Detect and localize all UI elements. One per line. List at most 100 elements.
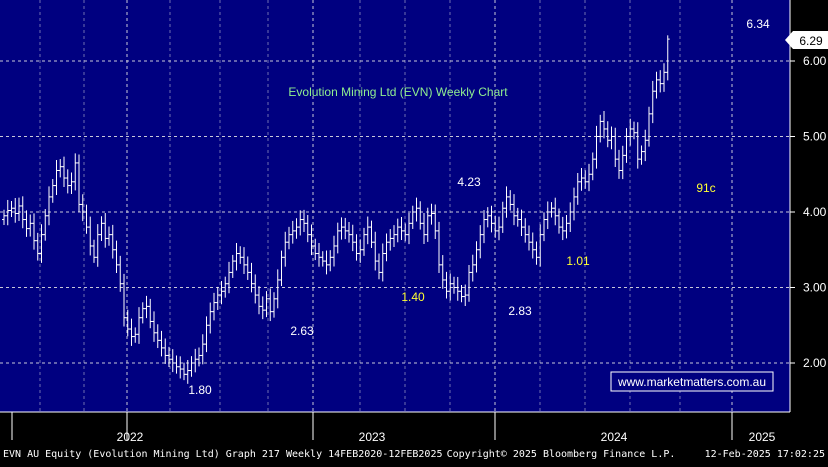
price-bar	[632, 121, 636, 140]
price-bar	[410, 205, 415, 229]
annotation-label: 6.34	[746, 17, 770, 31]
price-bar	[200, 334, 205, 365]
price-bar	[227, 261, 231, 294]
price-bar	[234, 243, 239, 271]
price-bar	[665, 35, 670, 81]
price-bar	[39, 224, 44, 263]
price-bar	[534, 241, 539, 265]
y-axis: 2.00 3.00 4.00 5.00 6.00	[789, 0, 827, 412]
price-bar	[9, 201, 14, 217]
price-bar	[617, 149, 621, 179]
price-bar	[170, 349, 175, 373]
price-bar	[572, 187, 576, 221]
price-bar	[437, 221, 441, 273]
price-bar	[148, 298, 153, 329]
price-bar	[189, 356, 194, 377]
price-bar	[320, 251, 325, 267]
y-tick-label: 3.00	[803, 281, 827, 295]
x-tick-label: 2024	[601, 430, 628, 444]
price-bar	[628, 118, 633, 146]
price-bar	[305, 214, 310, 243]
price-bar	[583, 170, 588, 189]
footer-axis-background	[0, 412, 828, 462]
price-bar	[527, 225, 531, 251]
price-bar	[575, 173, 580, 205]
price-bar	[144, 295, 149, 319]
price-bar	[73, 153, 78, 191]
footer-center: Copyright© 2025 Bloomberg Finance L.P.	[447, 449, 676, 460]
price-bar	[110, 224, 115, 259]
price-bar	[463, 284, 468, 307]
price-bar	[455, 276, 460, 301]
last-price-label: 6.29	[799, 34, 823, 48]
price-bar	[448, 273, 453, 301]
price-bar	[620, 145, 625, 180]
annotation-label: 1.01	[566, 254, 590, 268]
price-bar	[309, 224, 314, 256]
price-bar	[257, 286, 261, 315]
price-bar	[347, 221, 351, 243]
price-bar	[557, 208, 561, 234]
price-bar	[380, 243, 385, 282]
price-bar	[275, 269, 280, 309]
price-bar	[268, 288, 273, 322]
price-bar	[208, 302, 213, 334]
price-bar	[174, 355, 179, 374]
price-bar	[407, 212, 411, 245]
last-price-tag-shape	[785, 31, 828, 49]
price-bar	[482, 210, 486, 244]
price-bar	[515, 207, 520, 227]
price-bar	[290, 220, 295, 244]
price-bar	[369, 220, 374, 249]
price-bar	[58, 159, 63, 178]
price-bar	[399, 216, 404, 240]
price-bar	[182, 362, 186, 381]
price-bar	[298, 210, 303, 236]
price-bar	[2, 209, 6, 225]
annotation-label: 91c	[696, 181, 715, 195]
price-bar	[24, 210, 29, 237]
price-bar	[358, 239, 363, 263]
price-bar	[204, 316, 209, 353]
footer-right: 12-Feb-2025 17:02:25	[705, 449, 825, 460]
axis-background	[790, 0, 828, 412]
last-price-tag: 6.29	[785, 31, 828, 49]
price-bar	[47, 186, 51, 226]
price-bar	[125, 309, 130, 337]
price-bar	[238, 246, 243, 264]
price-bar	[392, 225, 396, 247]
price-bar	[260, 296, 265, 320]
price-bar	[384, 233, 389, 262]
price-bar	[118, 255, 123, 292]
x-tick-label: 2023	[359, 430, 386, 444]
price-bar	[272, 292, 276, 318]
price-bar	[489, 205, 494, 233]
price-bar	[452, 276, 456, 294]
price-bar	[418, 201, 423, 230]
price-bar	[332, 235, 336, 267]
x-tick-label: 2022	[117, 430, 144, 444]
price-bar	[605, 121, 610, 148]
watermark[interactable]: www.marketmatters.com.au	[610, 371, 774, 392]
price-bar	[422, 213, 426, 244]
price-bar	[230, 254, 235, 278]
price-bar	[414, 197, 419, 222]
price-bar	[279, 250, 284, 286]
price-bar	[579, 168, 584, 191]
price-bar	[178, 356, 183, 379]
price-bar	[163, 338, 168, 364]
price-bar	[425, 207, 430, 242]
price-bar	[504, 186, 509, 218]
price-bar	[84, 204, 89, 234]
chart-title: Evolution Mining Ltd (EVN) Weekly Chart	[288, 85, 508, 99]
price-bar	[264, 291, 269, 318]
price-bar	[624, 128, 629, 163]
price-bar	[512, 194, 516, 226]
price-bar	[508, 190, 513, 211]
watermark-text[interactable]: www.marketmatters.com.au	[617, 375, 766, 389]
price-bar	[185, 359, 190, 384]
price-bars	[2, 35, 670, 384]
price-bar	[467, 264, 471, 302]
gridlines	[0, 0, 790, 412]
